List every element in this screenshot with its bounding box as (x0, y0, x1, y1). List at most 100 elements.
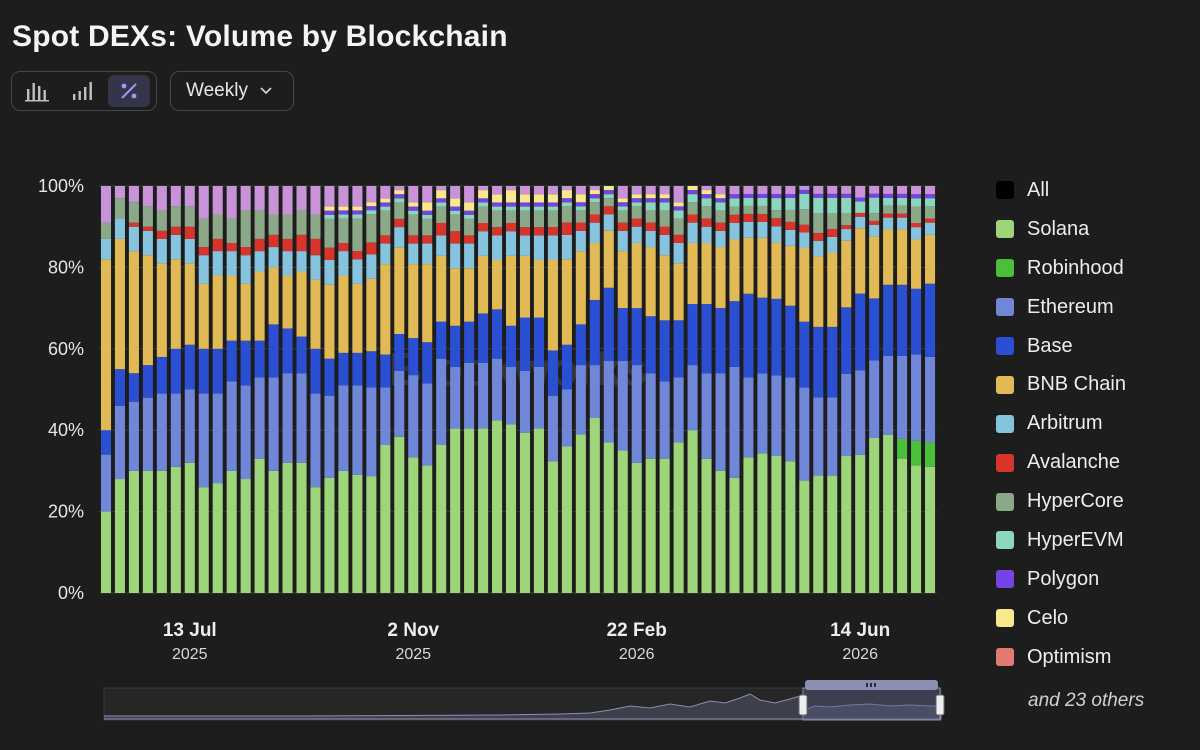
bar-segment-hypercore[interactable] (631, 206, 642, 219)
bar-segment-solana[interactable] (212, 483, 223, 593)
bar-segment-polygon[interactable] (631, 198, 642, 203)
bar-segment-solana[interactable] (575, 434, 586, 593)
bar-segment-others[interactable] (701, 186, 712, 191)
bar-segment-hypercore[interactable] (589, 202, 600, 215)
bar-segment-bnb-chain[interactable] (631, 242, 642, 309)
bar-segment-avalanche[interactable] (911, 223, 922, 228)
bar-segment-arbitrum[interactable] (687, 222, 698, 243)
bar-segment-celo[interactable] (436, 190, 447, 199)
bar-segment-base[interactable] (212, 348, 223, 394)
bar-segment-avalanche[interactable] (869, 220, 880, 225)
bar-segment-base[interactable] (813, 326, 824, 398)
bar-segment-base[interactable] (268, 324, 279, 378)
bar-segment-ethereum[interactable] (841, 373, 852, 457)
bar-segment-arbitrum[interactable] (897, 217, 908, 230)
bar-segment-hyperevm[interactable] (771, 198, 782, 211)
bar-segment-bnb-chain[interactable] (394, 247, 405, 334)
bar-segment-arbitrum[interactable] (547, 235, 558, 260)
bar-segment-polygon[interactable] (422, 210, 433, 215)
bar-segment-ethereum[interactable] (729, 366, 740, 478)
bar-segment-base[interactable] (492, 309, 503, 359)
bar-segment-hyperevm[interactable] (715, 202, 726, 211)
bar-segment-base[interactable] (436, 321, 447, 359)
bar-segment-bnb-chain[interactable] (464, 268, 475, 322)
bar-segment-arbitrum[interactable] (771, 226, 782, 243)
bar-segment-base[interactable] (114, 369, 125, 406)
bar-segment-avalanche[interactable] (589, 214, 600, 223)
bar-segment-hypercore[interactable] (687, 202, 698, 215)
legend-item-bnb-chain[interactable]: BNB Chain (996, 365, 1196, 404)
bar-segment-hypercore[interactable] (492, 210, 503, 228)
bar-segment-polygon[interactable] (519, 202, 531, 207)
bar-segment-celo[interactable] (631, 194, 642, 199)
bar-segment-avalanche[interactable] (184, 226, 195, 239)
bar-segment-polygon[interactable] (338, 210, 349, 215)
bar-segment-base[interactable] (715, 308, 726, 374)
bar-segment-ethereum[interactable] (659, 381, 670, 459)
bar-segment-ethereum[interactable] (883, 355, 894, 435)
bar-segment-bnb-chain[interactable] (771, 242, 782, 299)
bar-segment-hyperevm[interactable] (743, 197, 754, 206)
bar-segment-hyperevm[interactable] (547, 206, 558, 211)
bar-segment-base[interactable] (198, 348, 209, 394)
bar-segment-ethereum[interactable] (366, 387, 377, 477)
bar-segment-celo[interactable] (519, 194, 531, 203)
bar-segment-others[interactable] (673, 186, 684, 203)
bar-segment-solana[interactable] (422, 465, 433, 593)
bar-segment-hypercore[interactable] (701, 206, 712, 219)
bar-segment-celo[interactable] (450, 198, 461, 207)
bar-segment-others[interactable] (450, 186, 461, 199)
bar-segment-solana[interactable] (505, 424, 517, 593)
bar-segment-avalanche[interactable] (687, 214, 698, 223)
bar-segment-others[interactable] (897, 186, 908, 194)
bar-segment-polygon[interactable] (785, 193, 796, 198)
bar-segment-avalanche[interactable] (533, 227, 544, 236)
bar-segment-celo[interactable] (352, 206, 363, 211)
bar-segment-ethereum[interactable] (100, 454, 112, 512)
bar-segment-base[interactable] (547, 350, 558, 396)
legend-item-hypercore[interactable]: HyperCore (996, 482, 1196, 521)
bar-segment-others[interactable] (282, 186, 293, 215)
bar-segment-bnb-chain[interactable] (547, 260, 558, 351)
bar-segment-celo[interactable] (687, 186, 698, 191)
bar-segment-hypercore[interactable] (617, 210, 628, 223)
bar-segment-ethereum[interactable] (408, 375, 419, 458)
bar-segment-ethereum[interactable] (142, 397, 153, 471)
bar-segment-others[interactable] (869, 186, 880, 194)
bar-segment-celo[interactable] (380, 198, 391, 203)
bar-segment-base[interactable] (911, 288, 922, 355)
bar-segment-bnb-chain[interactable] (799, 248, 810, 322)
bar-segment-bnb-chain[interactable] (366, 278, 377, 352)
bar-segment-base[interactable] (100, 430, 112, 455)
bar-segment-avalanche[interactable] (464, 235, 475, 244)
bar-segment-solana[interactable] (296, 462, 307, 593)
bar-segment-avalanche[interactable] (729, 214, 740, 223)
bar-segment-solana[interactable] (631, 462, 642, 593)
bar-segment-solana[interactable] (240, 479, 251, 593)
bar-segment-base[interactable] (533, 317, 544, 367)
bar-segment-solana[interactable] (813, 475, 824, 593)
bar-segment-hyperevm[interactable] (492, 206, 503, 211)
bar-segment-ethereum[interactable] (170, 393, 181, 467)
bar-segment-avalanche[interactable] (673, 234, 684, 243)
bar-segment-bnb-chain[interactable] (841, 240, 852, 308)
bar-segment-arbitrum[interactable] (394, 227, 405, 248)
bar-segment-ethereum[interactable] (924, 356, 936, 443)
bar-segment-arbitrum[interactable] (645, 230, 656, 248)
bar-segment-solana[interactable] (436, 445, 447, 593)
bar-segment-polygon[interactable] (687, 190, 698, 195)
bar-segment-hypercore[interactable] (184, 206, 195, 227)
bar-segment-arbitrum[interactable] (408, 243, 419, 265)
bar-segment-base[interactable] (464, 321, 475, 363)
bar-segment-arbitrum[interactable] (785, 229, 796, 246)
bar-segment-arbitrum[interactable] (841, 229, 852, 241)
bar-segment-others[interactable] (757, 186, 768, 194)
bar-segment-ethereum[interactable] (478, 362, 489, 429)
bar-segment-polygon[interactable] (701, 194, 712, 199)
bar-segment-celo[interactable] (533, 194, 544, 203)
bar-segment-arbitrum[interactable] (603, 214, 614, 231)
bar-segment-hyperevm[interactable] (701, 198, 712, 207)
bar-segment-arbitrum[interactable] (729, 223, 740, 240)
bar-segment-base[interactable] (422, 342, 433, 384)
bar-segment-bnb-chain[interactable] (254, 271, 265, 341)
